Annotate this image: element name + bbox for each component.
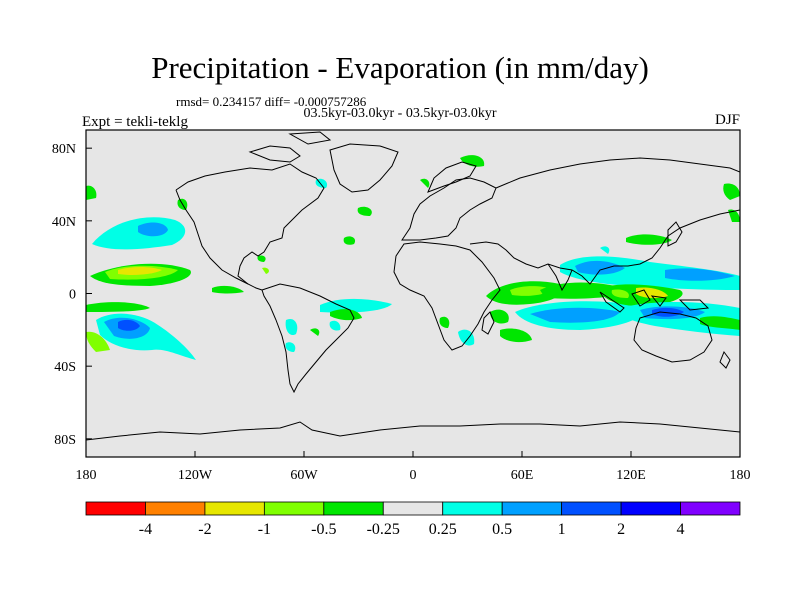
colorbar-swatch (204, 501, 265, 516)
colorbar-label: 1 (558, 521, 566, 538)
anomaly-wpac-north-blue (575, 260, 625, 275)
anomaly-greenland-green (460, 155, 485, 167)
anomaly-fields (86, 155, 740, 360)
x-tick-label: 120E (616, 468, 646, 483)
anomaly-tropical-pacific-yellow (118, 267, 162, 275)
anomaly-siberia-green-2 (728, 209, 740, 222)
colorbar: -4 -2 -1 -0.5 -0.25 0.25 0.5 1 2 4 (85, 501, 741, 538)
anomaly-brazil-cyan (329, 320, 341, 331)
coastline-india (547, 263, 573, 292)
colorbar-swatch (382, 501, 444, 516)
stats-text: rmsd= 0.234157 diff= -0.000757286 (176, 94, 367, 109)
x-tick-label: 60E (511, 468, 534, 483)
y-tick-label: 80S (54, 433, 76, 448)
colorbar-swatch (263, 501, 325, 516)
x-tick-label: 180 (730, 468, 751, 483)
coastline-maritime-continent (599, 289, 710, 313)
anomaly-madagascar-cyan (458, 329, 475, 346)
colorbar-swatch (85, 501, 146, 516)
coastline-africa (393, 241, 501, 351)
anomaly-patagonia-cyan (285, 342, 296, 352)
coastline-south-america (261, 283, 355, 394)
coastline-japan (667, 221, 683, 247)
colorbar-label: -1 (258, 521, 271, 538)
anomaly-indian-ocean-blue (530, 307, 620, 323)
anomaly-south-pacific-darkblue (118, 319, 140, 331)
axis-layer: 180 120W 60W 0 60E 120E 180 80N 40N 0 40S 80S (52, 142, 751, 483)
coastline-greenland (329, 143, 399, 193)
colorbar-label: -0.5 (311, 521, 336, 538)
coastline-canadian-arctic (248, 131, 332, 163)
anomaly-east-asia-green (626, 234, 672, 245)
anomaly-north-pacific-blue (138, 222, 168, 237)
x-tick-label: 0 (410, 468, 417, 483)
coastline-antarctica (86, 421, 740, 441)
colorbar-label: -4 (139, 521, 152, 538)
chart-subtitle: 03.5kyr-03.0kyr - 03.5kyr-03.0kyr (303, 106, 497, 121)
anomaly-south-pacific-lime (86, 331, 110, 352)
coastline-west-north-america (175, 189, 249, 285)
anomaly-japan-cyan (600, 246, 610, 254)
experiment-label: Expt = tekli-teklg (82, 114, 188, 130)
anomaly-wpac-north-blue-2 (665, 268, 735, 281)
anomaly-gulf-green (257, 255, 266, 262)
season-label: DJF (714, 112, 740, 128)
coastline-new-zealand (719, 350, 731, 369)
colorbar-swatch (442, 501, 503, 516)
colorbar-swatch (561, 501, 622, 516)
anomaly-atlantic-green (212, 285, 244, 294)
colorbar-label: 4 (677, 521, 685, 538)
x-tick-label: 180 (76, 468, 97, 483)
coastline-madagascar (481, 311, 495, 335)
anomaly-equatorial-atlantic-cyan (320, 298, 392, 313)
y-tick-label: 80N (52, 142, 76, 157)
colorbar-swatch (620, 501, 681, 516)
anomaly-east-africa-lime (510, 286, 552, 296)
anomaly-norway-green (420, 178, 430, 188)
y-tick-label: 40S (54, 360, 76, 375)
x-tick-label: 120W (178, 468, 213, 483)
colorbar-label: 2 (617, 521, 625, 538)
anomaly-south-indian-green (500, 328, 532, 343)
coastline-asia (469, 157, 740, 285)
coastline-australia (633, 311, 713, 363)
y-tick-label: 40N (52, 215, 76, 230)
anomaly-siberia-green (723, 183, 740, 200)
colorbar-swatch (501, 501, 563, 516)
coastline-scandinavia (427, 161, 477, 193)
anomaly-north-atlantic-green (343, 236, 356, 245)
anomaly-south-pacific-cz-green (700, 316, 740, 330)
colorbar-label: -2 (198, 521, 211, 538)
anomaly-madagascar-green (439, 316, 450, 328)
anomaly-mozambique-green (490, 309, 509, 324)
anomaly-north-atlantic-green-2 (357, 206, 372, 216)
anomaly-north-pacific-green (86, 185, 97, 200)
colorbar-label: 0.5 (492, 521, 512, 538)
x-tick-label: 60W (290, 468, 318, 483)
colorbar-label: 0.25 (429, 521, 457, 538)
anomaly-caribbean-lime (262, 267, 269, 274)
coastline-north-america (175, 163, 325, 291)
anomaly-maritime-lime (611, 289, 629, 298)
colorbar-swatch (680, 501, 741, 516)
colorbar-label: -0.25 (367, 521, 400, 538)
colorbar-swatch (323, 501, 384, 516)
chart-title: Precipitation - Evaporation (in mm/day) (151, 50, 649, 85)
colorbar-swatch (145, 501, 206, 516)
y-tick-label: 0 (69, 288, 76, 303)
anomaly-brazil-green (310, 328, 320, 336)
anomaly-south-pacific-green (86, 302, 150, 312)
anomaly-south-atlantic-cyan (285, 318, 298, 336)
coastlines (86, 131, 740, 441)
